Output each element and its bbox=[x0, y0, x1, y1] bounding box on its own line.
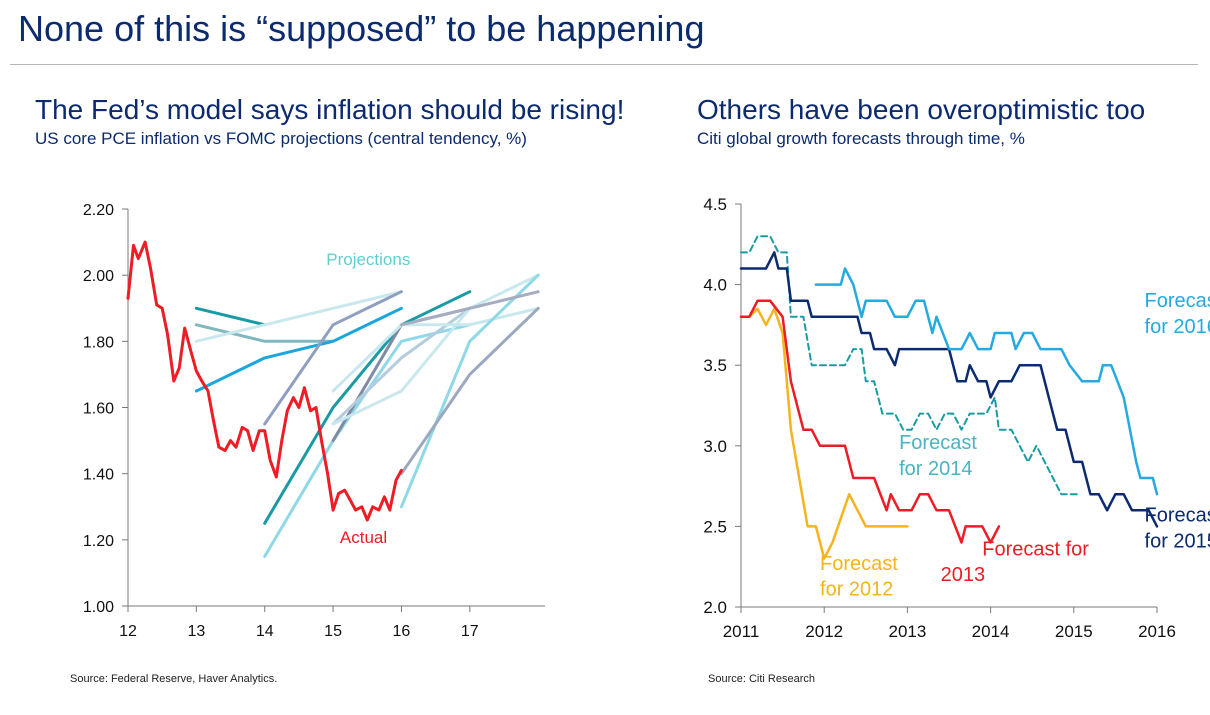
chart-annotation: Forecast for bbox=[982, 538, 1089, 560]
series-line-projection-2012-b bbox=[194, 323, 335, 343]
right-source-note: Source: Citi Research bbox=[708, 673, 815, 685]
y-tick-label: 1.00 bbox=[83, 599, 114, 616]
chart-annotation: Forecast bbox=[820, 553, 898, 575]
right-chart-subtitle: Citi global growth forecasts through tim… bbox=[697, 129, 1025, 148]
x-tick-label: 16 bbox=[393, 623, 411, 640]
series-line-projection-2013-b bbox=[263, 290, 472, 525]
series-line-forecast-for-2016 bbox=[814, 267, 1159, 496]
left-chart-subtitle: US core PCE inflation vs FOMC projection… bbox=[35, 129, 527, 148]
y-tick-label: 1.40 bbox=[83, 467, 114, 484]
y-tick-label: 1.60 bbox=[83, 401, 114, 418]
series-line-forecast-for-2014 bbox=[740, 235, 1079, 496]
x-tick-label: 2011 bbox=[723, 622, 760, 641]
chart-annotation: Actual bbox=[340, 528, 387, 547]
x-tick-label: 15 bbox=[324, 623, 342, 640]
series-line-projection-2015-b bbox=[399, 306, 540, 476]
y-tick-label: 2.00 bbox=[83, 268, 114, 285]
y-tick-label: 2.0 bbox=[703, 598, 727, 617]
chart-annotation: for 2016 bbox=[1145, 316, 1210, 338]
x-tick-label: 12 bbox=[119, 623, 137, 640]
chart-annotation: for 2012 bbox=[820, 579, 893, 601]
chart-annotation: Forecast bbox=[1145, 505, 1210, 527]
series-line-forecast-for-2015 bbox=[739, 251, 1159, 528]
series-line-projection-2015-c bbox=[399, 290, 540, 327]
x-tick-label: 2014 bbox=[972, 622, 1010, 641]
x-tick-label: 13 bbox=[187, 623, 205, 640]
chart-annotation: Projections bbox=[326, 250, 410, 269]
y-tick-label: 1.20 bbox=[83, 533, 114, 550]
x-tick-label: 2015 bbox=[1055, 622, 1093, 641]
series-line-projection-2012-c bbox=[194, 290, 403, 343]
x-tick-label: 14 bbox=[256, 623, 274, 640]
y-tick-label: 3.0 bbox=[703, 437, 727, 456]
chart-annotation: for 2015 bbox=[1145, 530, 1210, 552]
x-tick-label: 2012 bbox=[805, 622, 843, 641]
chart-annotation: for 2014 bbox=[899, 458, 972, 480]
y-tick-label: 4.0 bbox=[703, 276, 727, 295]
y-tick-label: 4.5 bbox=[703, 195, 727, 214]
chart-annotation: Forecast bbox=[1145, 290, 1210, 312]
series-line-forecast-for-2013 bbox=[739, 299, 1001, 544]
series-line-actual bbox=[126, 240, 403, 522]
x-tick-label: 17 bbox=[461, 623, 479, 640]
series-line-projection-2013-a bbox=[263, 290, 403, 426]
series-line-projection-2014-c bbox=[331, 306, 540, 393]
x-tick-label: 2013 bbox=[888, 622, 926, 641]
right-chart-title: Others have been overoptimistic too bbox=[697, 94, 1146, 125]
left-chart-title: The Fed’s model says inflation should be… bbox=[35, 94, 625, 125]
chart-annotation: Forecast bbox=[899, 432, 977, 454]
title-divider bbox=[10, 64, 1198, 65]
page-title: None of this is “supposed” to be happeni… bbox=[18, 8, 705, 49]
x-tick-label: 2016 bbox=[1138, 622, 1176, 641]
left-source-note: Source: Federal Reserve, Haver Analytics… bbox=[70, 673, 278, 685]
y-tick-label: 2.20 bbox=[83, 202, 114, 219]
series-line-projection-2012-a bbox=[194, 306, 267, 327]
series-line-projection-2012-d bbox=[194, 306, 403, 393]
y-tick-label: 3.5 bbox=[703, 356, 727, 375]
series-line-forecast-for-2012 bbox=[739, 307, 909, 560]
y-tick-label: 2.5 bbox=[703, 517, 727, 536]
y-tick-label: 1.80 bbox=[83, 334, 114, 351]
series-line-projection-2014-d bbox=[331, 273, 540, 426]
chart-annotation: 2013 bbox=[941, 564, 986, 586]
